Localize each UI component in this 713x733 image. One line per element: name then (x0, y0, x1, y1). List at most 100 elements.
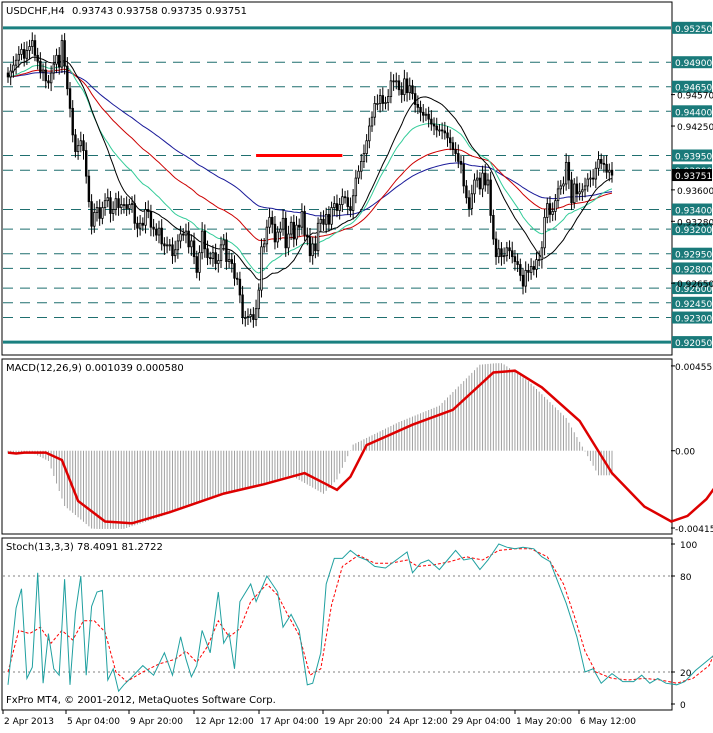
candle (597, 151, 600, 176)
candle-body (235, 277, 239, 280)
candle (424, 108, 428, 122)
candle-body (424, 113, 428, 116)
candle-body (214, 252, 217, 264)
candle-body (357, 170, 360, 179)
candle-body (133, 203, 136, 224)
candle (605, 155, 608, 179)
candle-body (157, 227, 161, 236)
candle-body (583, 185, 587, 191)
candle (281, 209, 285, 236)
candle (292, 214, 296, 248)
level-label-box (672, 296, 712, 309)
candle (217, 253, 220, 273)
candle (494, 231, 498, 265)
candle-body (163, 243, 166, 247)
candle-body (440, 129, 444, 132)
candle (60, 34, 64, 73)
candle (306, 227, 309, 246)
candle-body (58, 54, 61, 68)
candle-body (230, 259, 234, 264)
candle (324, 207, 328, 234)
candle (330, 201, 333, 231)
candle-body (246, 316, 250, 318)
candle-body (268, 216, 271, 228)
candle (244, 310, 247, 327)
candle-body (74, 134, 77, 152)
candle (589, 170, 592, 188)
candle-body (249, 314, 252, 317)
macd-tick-label: 0.004555 (675, 363, 713, 373)
candle-body (535, 259, 538, 270)
candle-body (192, 240, 196, 258)
candle-body (114, 198, 118, 210)
candle-body (187, 230, 190, 248)
candle-body (117, 198, 120, 208)
level-label: 0.92050 (675, 339, 712, 349)
candle-body (368, 125, 371, 142)
candle-body (586, 178, 589, 187)
candle-body (570, 179, 573, 204)
candle (376, 94, 379, 111)
candle (465, 180, 468, 204)
candle-body (211, 252, 215, 260)
candle (76, 138, 80, 160)
candle (319, 211, 322, 232)
time-label: 9 Apr 20:00 (130, 717, 183, 727)
candle (254, 299, 258, 327)
candle (206, 240, 209, 266)
candle-body (578, 191, 581, 195)
candle (430, 110, 433, 131)
candle-body (79, 140, 83, 147)
candle (575, 176, 579, 203)
candle (114, 192, 118, 216)
level-label-box (672, 21, 712, 34)
candle (130, 196, 134, 213)
candle-body (160, 227, 163, 245)
stoch-axis-ticks: 100 80 20 0 (671, 541, 697, 711)
candle (400, 82, 403, 103)
level-label: 0.94900 (675, 59, 712, 69)
candle (422, 104, 425, 123)
candle (362, 144, 366, 169)
level-label-box (672, 282, 712, 295)
candle-body (343, 196, 347, 199)
candle-body (171, 244, 174, 257)
candle-body (548, 203, 552, 215)
candle-body (349, 206, 352, 211)
candle (610, 161, 614, 183)
candle (333, 196, 336, 216)
candle (583, 177, 587, 198)
candle-body (227, 259, 231, 262)
candle (173, 240, 177, 263)
horizontal-levels (3, 26, 671, 344)
candle-body (478, 177, 482, 190)
candle (41, 63, 45, 82)
candle-body (435, 125, 438, 131)
candle-body (84, 150, 88, 177)
candle-body (60, 40, 64, 68)
candle (176, 234, 180, 259)
candle (586, 173, 589, 192)
candle-body (295, 224, 298, 240)
candle (467, 190, 471, 217)
candle (511, 241, 514, 264)
candle-body (497, 248, 500, 258)
candle (28, 39, 31, 60)
candle-body (41, 69, 45, 73)
macd-panel: 0.004555 0.00 -0.00415 MACD(12,26,9) 0.001… (1, 358, 713, 535)
candle-body (233, 263, 236, 279)
candle-body (287, 233, 290, 249)
candle (470, 184, 473, 216)
candle-body (289, 221, 293, 235)
candle-body (71, 107, 74, 136)
candle (497, 239, 500, 264)
candle (562, 176, 565, 195)
candle (438, 124, 441, 136)
candle-body (475, 177, 479, 181)
candle (233, 255, 236, 286)
candle (370, 111, 374, 132)
macd-tick-label: -0.00415 (675, 525, 713, 535)
candle-body (524, 269, 527, 287)
candle-body (573, 183, 576, 204)
